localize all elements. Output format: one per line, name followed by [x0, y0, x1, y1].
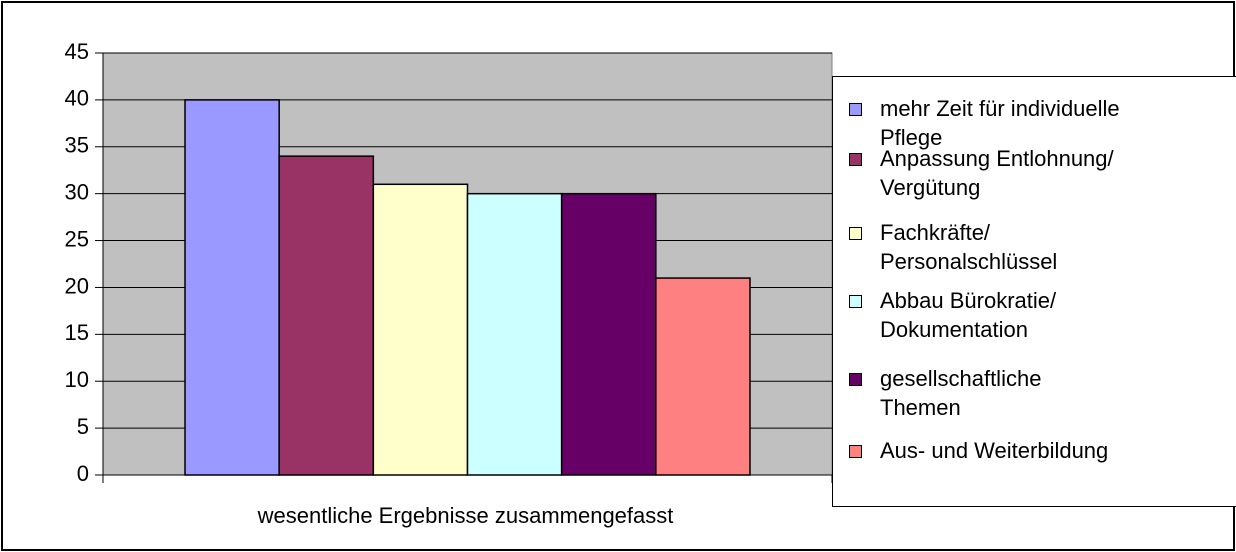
legend-label: Abbau Bürokratie/ Dokumentation	[880, 288, 1057, 342]
legend-swatch	[849, 153, 862, 166]
y-tick-label: 0	[77, 461, 89, 486]
y-tick-label: 30	[65, 179, 89, 204]
legend-label: Anpassung Entlohnung/ Vergütung	[880, 146, 1114, 200]
legend-label: mehr Zeit für individuelle Pflege	[880, 96, 1120, 150]
y-tick-label: 10	[65, 367, 89, 392]
y-tick-label: 35	[65, 133, 89, 158]
y-tick-label: 40	[65, 86, 89, 111]
bar	[560, 192, 657, 476]
legend-label: Fachkräfte/ Personalschlüssel	[880, 220, 1058, 274]
y-tick-label: 5	[77, 414, 89, 439]
legend-swatch	[849, 373, 862, 386]
bar	[655, 277, 751, 476]
legend-label: gesellschaftliche Themen	[880, 366, 1042, 420]
y-tick-label: 45	[65, 39, 89, 64]
y-tick-label: 20	[65, 273, 89, 298]
legend-swatch	[849, 295, 862, 308]
y-tick-label: 25	[65, 226, 89, 251]
y-tick-label: 15	[65, 320, 89, 345]
legend: mehr Zeit für individuelle Pflege Anpassu…	[832, 76, 1236, 507]
bar	[184, 99, 280, 476]
bar	[466, 192, 563, 476]
legend-swatch	[849, 445, 862, 458]
legend-label: Aus- und Weiterbildung	[880, 438, 1109, 463]
legend-swatch	[849, 227, 862, 240]
legend-swatch	[849, 103, 862, 116]
x-tick-label: wesentliche Ergebnisse zusammengefasst	[257, 503, 674, 528]
bar	[278, 155, 375, 476]
bar	[372, 183, 469, 476]
